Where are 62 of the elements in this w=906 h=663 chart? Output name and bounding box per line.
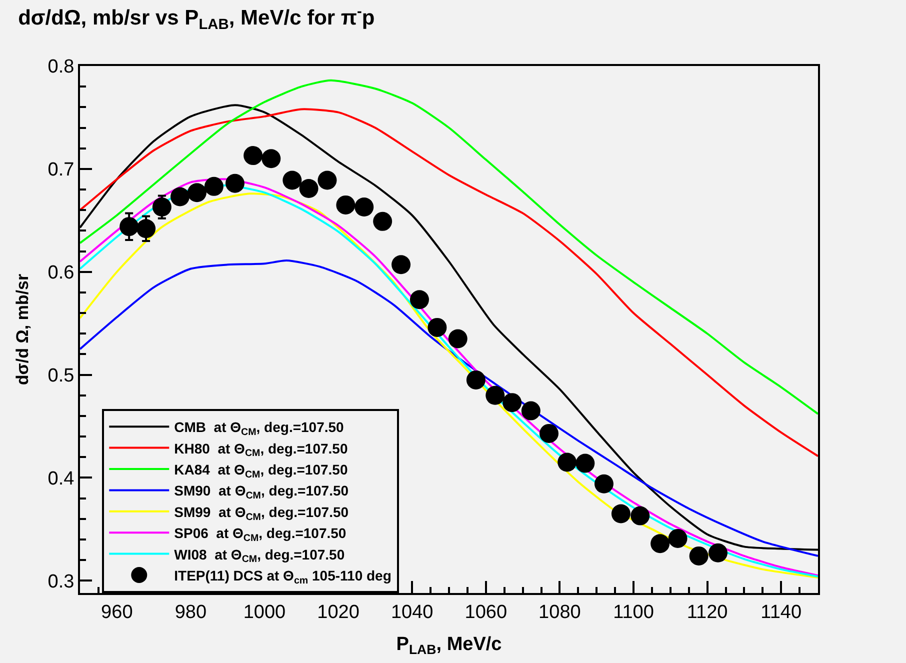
point [170,187,190,206]
point [630,506,650,526]
x-tick-label: 1060 [464,602,508,623]
legend-label: SM90 at Θ$_{CM}$, deg.=107.50 [174,482,349,502]
point [373,212,392,231]
point [318,170,337,190]
point [354,198,374,216]
y-tick-label: 0.3 [48,571,74,592]
point [594,474,614,494]
point [136,219,156,238]
point [428,318,447,337]
point [558,452,577,472]
point [225,174,244,193]
legend-label: CMB at Θ$_{CM}$, deg.=107.50 [174,419,344,438]
chart-title: dσ/dΩ, mb/sr vs P$_{LAB}$, MeV/c for π$^{-}$p [18,4,375,34]
y-tick-label: 0.5 [48,365,74,386]
point [689,546,708,566]
point [486,386,505,405]
point [576,454,595,473]
x-tick-label: 1120 [686,602,728,623]
point [299,178,318,198]
point [540,424,558,443]
point [262,149,281,168]
x-axis-title: P$_{LAB}$, MeV/c [396,634,502,658]
point [708,543,728,562]
point [521,401,540,420]
legend-label: SM99 at Θ$_{CM}$, deg.=107.50 [174,504,349,523]
y-tick-label: 0.4 [48,468,75,490]
x-tick-label: 980 [174,602,207,623]
y-tick-label: 0.7 [48,160,74,181]
point [410,290,429,310]
x-tick-label: 960 [101,602,133,623]
line-series [80,79,818,415]
legend-label: KA84 at Θ$_{CM}$, deg.=107.50 [174,461,348,480]
point [611,504,630,524]
x-tick-label: 1140 [760,602,802,623]
point [204,176,224,196]
point [668,528,688,548]
line-series [80,108,818,458]
legend-label: SP06 at Θ$_{CM}$, deg.=107.50 [174,525,346,544]
y-tick-label: 0.6 [48,262,74,284]
legend-label: WI08 at Θ$_{CM}$, deg.=107.50 [174,546,345,566]
y-tick-label: 0.8 [48,56,74,78]
point [448,329,468,348]
point [187,183,206,202]
point [120,217,139,236]
point [502,393,522,412]
point [152,198,172,216]
y-axis-title: dσ/d Ω, mb/sr [12,274,32,386]
x-tick-label: 1020 [317,602,360,623]
point [392,255,411,274]
point [650,534,670,554]
point [466,370,486,390]
point [336,195,356,214]
point [244,146,263,166]
x-tick-label: 1000 [243,602,286,623]
x-tick-label: 1080 [538,602,581,623]
point [282,170,302,190]
legend-label: KH80 at Θ$_{CM}$, deg.=107.50 [174,440,348,460]
x-tick-label: 1100 [613,602,654,623]
legend-label: ITEP(11) DCS at Θ$_{cm}$ 105-110 deg [174,567,392,586]
x-tick-label: 1040 [390,602,434,623]
